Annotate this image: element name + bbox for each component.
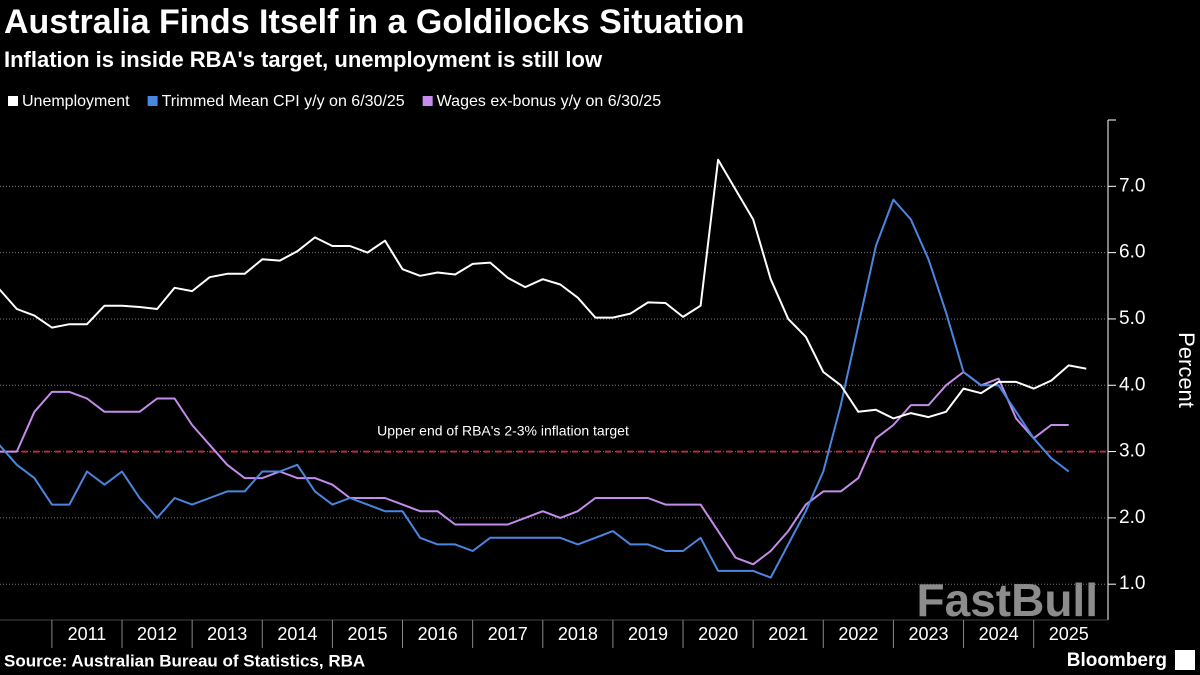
x-tick-label: 2022 xyxy=(838,624,878,644)
series-line xyxy=(0,158,1087,420)
x-tick-label: 2019 xyxy=(628,624,668,644)
series-line xyxy=(0,371,1069,566)
x-tick-label: 2011 xyxy=(68,624,107,644)
x-tick-label: 2021 xyxy=(768,624,808,644)
legend-swatch xyxy=(422,96,433,106)
y-tick-label: 7.0 xyxy=(1119,175,1145,196)
legend-label: Unemployment xyxy=(22,93,130,110)
x-tick-label: 2018 xyxy=(558,624,598,644)
y-tick-label: 2.0 xyxy=(1119,507,1145,528)
x-tick-label: 2015 xyxy=(347,624,387,644)
legend-label: Wages ex-bonus y/y on 6/30/25 xyxy=(437,93,662,110)
chart-title: Australia Finds Itself in a Goldilocks S… xyxy=(4,3,745,41)
brand-icon xyxy=(1175,650,1195,670)
legend-swatch xyxy=(8,96,18,106)
x-tick-label: 2020 xyxy=(698,624,738,644)
y-axis-label: Percent xyxy=(1174,332,1199,408)
x-tick-label: 2012 xyxy=(137,624,177,644)
chart-subtitle: Inflation is inside RBA's target, unempl… xyxy=(4,47,603,72)
legend-swatch xyxy=(147,96,158,106)
source: Source: Australian Bureau of Statistics,… xyxy=(4,651,365,670)
y-tick-label: 5.0 xyxy=(1119,308,1145,329)
x-tick-label: 2016 xyxy=(418,624,458,644)
x-tick-label: 2013 xyxy=(207,624,247,644)
series-line xyxy=(0,198,1070,579)
x-tick-label: 2017 xyxy=(488,624,528,644)
target-label: Upper end of RBA's 2-3% inflation target xyxy=(377,422,629,438)
watermark: FastBull xyxy=(917,574,1098,626)
x-tick-label: 2024 xyxy=(979,624,1019,644)
y-tick-label: 1.0 xyxy=(1119,573,1145,594)
y-tick-label: 3.0 xyxy=(1119,441,1145,462)
brand: Bloomberg xyxy=(1067,650,1167,671)
y-tick-label: 4.0 xyxy=(1119,374,1145,395)
legend-label: Trimmed Mean CPI y/y on 6/30/25 xyxy=(162,93,405,110)
x-tick-label: 2023 xyxy=(908,624,948,644)
x-tick-label: 2025 xyxy=(1049,624,1089,644)
y-tick-label: 6.0 xyxy=(1119,242,1145,263)
x-tick-label: 2014 xyxy=(277,624,317,644)
